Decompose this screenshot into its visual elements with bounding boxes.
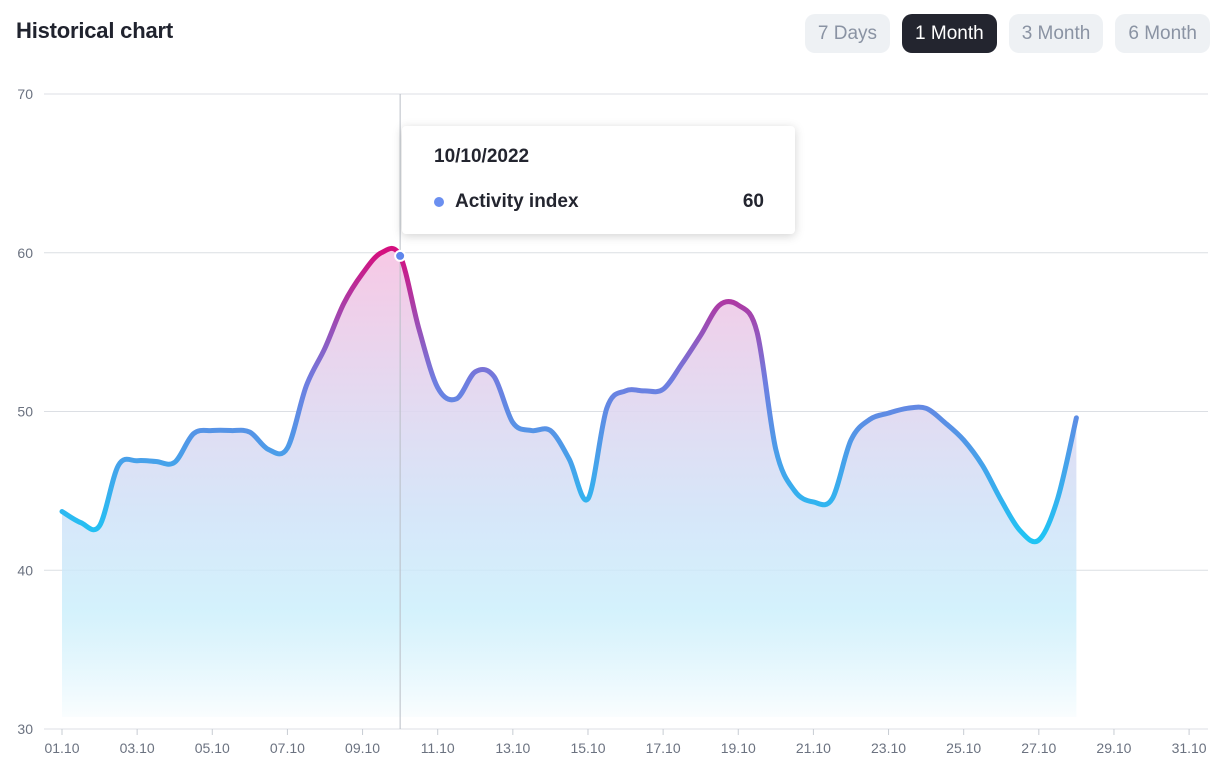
series-area-fill xyxy=(62,248,1077,717)
x-tick-label: 29.10 xyxy=(1096,740,1131,756)
x-tick-label: 01.10 xyxy=(44,740,79,756)
highlight-point[interactable] xyxy=(394,249,407,262)
y-tick-label: 30 xyxy=(17,721,33,737)
range-1-month-button[interactable]: 1 Month xyxy=(902,14,997,53)
y-tick-label: 40 xyxy=(17,562,33,578)
x-tick-label: 31.10 xyxy=(1172,740,1207,756)
x-tick-label: 27.10 xyxy=(1021,740,1056,756)
x-tick-label: 17.10 xyxy=(646,740,681,756)
y-tick-label: 50 xyxy=(17,404,33,420)
tooltip-series-label: Activity index xyxy=(455,191,579,212)
x-tick-label: 05.10 xyxy=(195,740,230,756)
range-7-days-button[interactable]: 7 Days xyxy=(804,14,891,53)
x-tick-label: 15.10 xyxy=(570,740,605,756)
tooltip-date: 10/10/2022 xyxy=(434,146,530,167)
x-tick-label: 11.10 xyxy=(421,740,455,756)
y-tick-label: 60 xyxy=(17,245,33,261)
chart-title: Historical chart xyxy=(16,18,173,43)
x-tick-label: 03.10 xyxy=(120,740,155,756)
x-tick-label: 21.10 xyxy=(796,740,831,756)
y-tick-label: 70 xyxy=(17,86,33,102)
tooltip-series-dot-icon xyxy=(434,197,444,207)
range-3-month-button[interactable]: 3 Month xyxy=(1008,14,1104,53)
x-tick-label: 09.10 xyxy=(345,740,380,756)
range-6-month-button[interactable]: 6 Month xyxy=(1115,14,1210,53)
x-tick-label: 23.10 xyxy=(871,740,906,756)
x-tick-label: 13.10 xyxy=(495,740,530,756)
x-tick-label: 07.10 xyxy=(270,740,305,756)
series-line-activity-index[interactable] xyxy=(59,245,1079,545)
chart-header: Historical chart 7 Days 1 Month 3 Month … xyxy=(0,0,1224,70)
x-tick-label: 25.10 xyxy=(946,740,981,756)
range-selector: 7 Days 1 Month 3 Month 6 Month xyxy=(804,14,1210,53)
tooltip-value: 60 xyxy=(742,191,764,212)
x-tick-label: 19.10 xyxy=(721,740,756,756)
chart-tooltip: 10/10/2022 Activity index 60 xyxy=(402,126,795,234)
